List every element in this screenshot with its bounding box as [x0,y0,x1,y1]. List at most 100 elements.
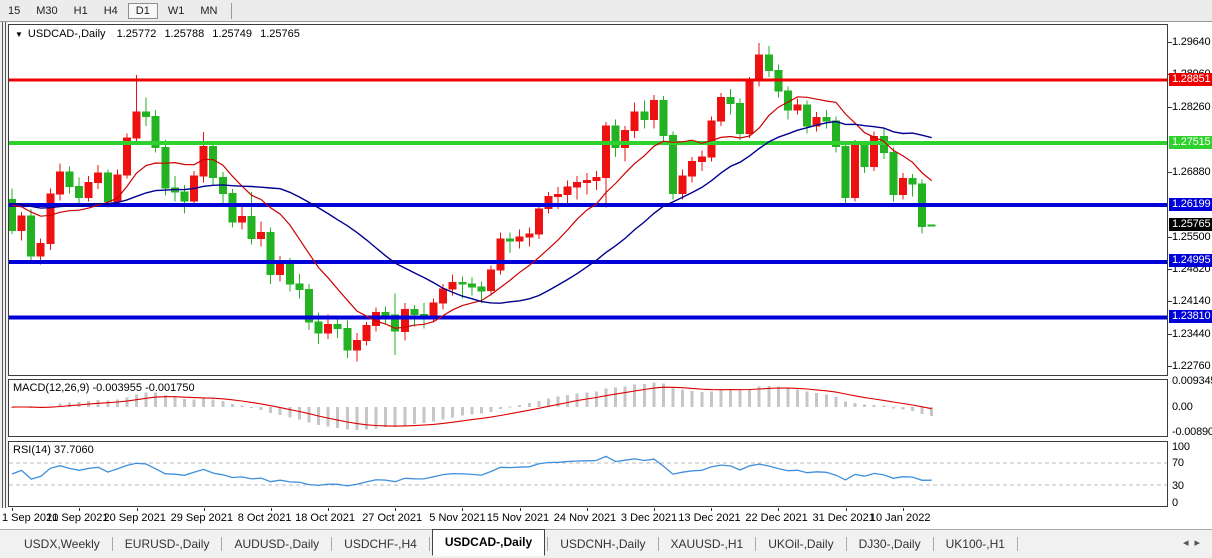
quote-line: ▼ USDCAD-,Daily 1.25772 1.25788 1.25749 1… [15,28,305,40]
rsi-scale-label: 70 [1172,457,1184,470]
time-tick-mark [203,508,205,511]
chart-tab-uk100[interactable]: UK100-,H1 [945,537,1005,551]
time-tick-label: 10 Jan 2022 [869,512,931,524]
time-tick-mark [778,508,780,511]
time-tick-label: 8 Oct 2021 [237,512,292,524]
quote-high: 1.25788 [164,28,205,40]
macd-pane: MACD(12,26,9) -0.003955 -0.001750 [8,379,1168,437]
rsi-label: RSI(14) 37.7060 [13,444,94,456]
price-tick-label: 1.24140 [1172,295,1211,307]
chart-tab-eurusd[interactable]: EURUSD-,Daily [124,537,210,551]
macd-scale-label: 0.00 [1172,400,1193,413]
tab-scroll-right-icon[interactable]: ▸ [1194,537,1206,549]
time-tick-mark [711,508,713,511]
chart-tab-xauusd[interactable]: XAUUSD-,H1 [670,537,744,551]
time-tick-mark [79,508,81,511]
toolbar-separator [231,2,233,19]
quote-close: 1.25765 [260,28,300,40]
price-tick-label: 1.22760 [1172,360,1211,372]
rsi-scale-label: 30 [1172,479,1184,492]
timeframe-button-mn[interactable]: MN [200,4,218,17]
timeframe-toolbar[interactable]: 15 M30 H1 H4 D1 W1 MN [0,0,1212,22]
symbol-title: USDCAD-,Daily [27,28,106,40]
price-tick-mark [1168,42,1172,43]
level-price-label: 1.28851 [1169,72,1212,86]
time-tick-label: 18 Oct 2021 [295,512,356,524]
time-tick-mark [12,508,13,511]
macd-canvas[interactable] [9,380,1167,436]
collapse-arrow-icon[interactable]: ▼ [15,30,23,39]
macd-scale-label: 0.009345 [1172,374,1212,387]
time-tick-label: 27 Oct 2021 [362,512,423,524]
time-tick-mark [136,508,138,511]
time-tick-mark [395,508,397,511]
price-tick-mark [1168,107,1172,108]
chart-tab-audusd[interactable]: AUDUSD-,Daily [234,537,320,551]
timeframe-button-w1[interactable]: W1 [167,4,185,17]
timeframe-button-h4[interactable]: H4 [103,4,118,17]
macd-scale-label: -0.008902 [1172,425,1212,438]
price-tick-label: 1.26880 [1172,166,1211,178]
chart-tab-dj30[interactable]: DJ30-,Daily [858,537,921,551]
chart-tab-usdcad[interactable]: USDCAD-,Daily [431,529,546,556]
tab-divider [331,537,333,551]
price-tick-mark [1168,334,1172,335]
chart-tab-bar: USDX,Weekly EURUSD-,Daily AUDUSD-,Daily USD… [0,529,1212,558]
time-tick-label: 10 Sep 2021 [46,512,109,524]
rsi-scale-label: 100 [1172,440,1190,453]
time-tick-mark [328,508,330,511]
price-tick-mark [1168,301,1172,302]
time-tick-mark [586,508,588,511]
time-tick-mark [653,508,655,511]
time-tick-label: 24 Nov 2021 [553,512,617,524]
timeframe-button-15[interactable]: 15 [8,4,21,17]
quote-low: 1.25749 [212,28,253,40]
time-tick-mark [462,508,464,511]
time-tick-mark [519,508,521,511]
price-tick-mark [1168,237,1172,238]
tab-divider [932,537,934,551]
tab-divider [221,537,223,551]
rsi-scale-label: 0 [1172,496,1178,509]
level-price-label: 1.23810 [1169,310,1212,324]
time-tick-label: 20 Sep 2021 [103,512,166,524]
time-tick-mark [845,508,847,511]
price-tick-mark [1168,172,1172,173]
price-tick-label: 1.28260 [1172,101,1211,113]
tab-scroll-arrows[interactable]: ◂▸ [1183,536,1206,549]
time-tick-label: 1 Sep 2021 [2,512,59,524]
timeframe-button-m30[interactable]: M30 [36,4,58,17]
price-tick-label: 1.29640 [1172,36,1211,48]
rsi-canvas[interactable] [9,442,1167,506]
tab-divider [657,537,659,551]
time-tick-label: 13 Dec 2021 [678,512,741,524]
timeframe-button-d1[interactable]: D1 [127,2,158,19]
tab-divider [755,537,757,551]
current-price-label: 1.25765 [1169,218,1212,231]
time-tick-label: 15 Nov 2021 [486,512,550,524]
tab-scroll-left-icon[interactable]: ◂ [1182,537,1195,549]
time-tick-label: 5 Nov 2021 [429,512,486,524]
price-chart-canvas[interactable] [9,25,1167,375]
price-chart-pane: ▼ USDCAD-,Daily 1.25772 1.25788 1.25749 1… [8,24,1168,376]
timeframe-button-h1[interactable]: H1 [73,4,88,17]
time-tick-mark [270,508,272,511]
macd-label: MACD(12,26,9) -0.003955 -0.001750 [13,382,195,394]
price-tick-label: 1.25500 [1172,231,1211,243]
level-price-label: 1.27515 [1169,135,1212,149]
tab-divider [845,537,847,551]
tab-divider [1016,537,1018,551]
quote-open: 1.25772 [116,28,157,40]
rsi-pane: RSI(14) 37.7060 [8,441,1168,507]
tab-divider [111,537,113,551]
price-tick-label: 1.23440 [1172,328,1211,340]
time-tick-mark [902,508,904,511]
time-scale[interactable]: 1 Sep 2021 10 Sep 2021 20 Sep 2021 29 Sep 2… [0,508,1212,529]
price-scale[interactable]: 1.296401.289601.282601.268801.255001.248… [1168,22,1212,509]
chart-tab-usdcnh[interactable]: USDCNH-,Daily [560,537,646,551]
chart-tab-usdx[interactable]: USDX,Weekly [24,537,100,551]
chart-tab-usdchf[interactable]: USDCHF-,H4 [344,537,417,551]
chart-tab-ukoil[interactable]: UKOil-,Daily [768,537,834,551]
level-price-label: 1.24995 [1169,254,1212,268]
